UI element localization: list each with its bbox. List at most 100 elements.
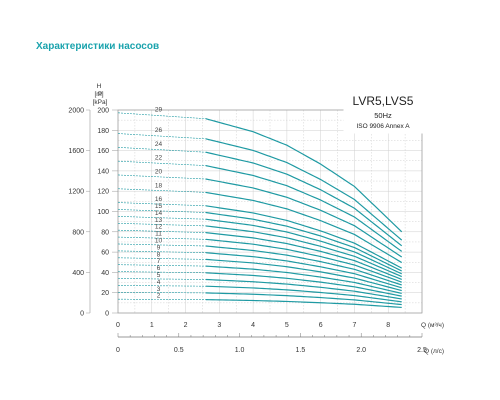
flow-ls-axis-label: Q (л/с) [424, 348, 444, 355]
flow-m3h-tick-label: 4 [251, 322, 255, 329]
stage-label: 14 [155, 210, 163, 217]
stage-label: 26 [155, 127, 163, 134]
flow-m3h-axis-label: Q (м³/ч) [421, 322, 444, 329]
curve-stage-29 [205, 118, 403, 233]
curve-stage-5-low [117, 278, 206, 280]
flow-ls-tick-label: 2.0 [356, 347, 366, 354]
page-heading: Характеристики насосов [36, 41, 160, 52]
curve-stage-11 [205, 238, 402, 283]
curve-stage-24-low [117, 147, 206, 153]
curve-stage-22 [205, 165, 403, 252]
curve-stage-13-low [117, 222, 206, 227]
flow-ls-tick-label: 1.5 [296, 347, 306, 354]
frequency-label: 50Hz [374, 111, 392, 120]
flow-m3h-tick-label: 7 [352, 322, 356, 329]
stage-label: 24 [155, 141, 163, 148]
flow-ls-tick-label: 0 [116, 347, 120, 354]
head-axis-label: H [97, 83, 102, 90]
stage-label: 2 [157, 293, 161, 300]
head-tick-label: 40 [101, 270, 109, 277]
head-tick-label: 80 [101, 229, 109, 236]
curve-stage-10-low [117, 243, 206, 247]
pressure-tick-label: 400 [72, 270, 84, 277]
curve-stage-26-low [117, 133, 206, 140]
curve-stage-2 [205, 299, 402, 309]
pressure-axis-label: P [98, 91, 102, 98]
curve-stage-7 [205, 265, 402, 294]
flow-m3h-tick-label: 5 [285, 322, 289, 329]
curve-stage-11-low [117, 236, 206, 240]
flow-m3h-tick-label: 8 [386, 322, 390, 329]
chart-axes: P [kPa] H [m] Q (м³/ч) Q (л/с) 020406080… [68, 83, 444, 355]
curve-stage-4-low [117, 285, 206, 287]
flow-m3h-tick-label: 3 [217, 322, 221, 329]
curve-stage-22-low [117, 160, 206, 166]
head-tick-label: 60 [101, 250, 109, 257]
head-tick-label: 0 [105, 311, 109, 318]
curve-stage-8 [205, 258, 402, 292]
pressure-tick-label: 2000 [68, 108, 84, 115]
stage-label: 10 [155, 237, 163, 244]
flow-ls-tick-label: 0.5 [174, 347, 184, 354]
curve-stage-13 [205, 225, 402, 278]
curve-stage-26 [205, 138, 403, 241]
curve-stage-6 [205, 272, 402, 297]
head-tick-label: 140 [97, 168, 109, 175]
stage-label: 11 [155, 231, 162, 238]
curve-stage-7-low [117, 264, 206, 267]
model-legend-box: LVR5,LVS5 50Hz ISO 9906 Annex A [343, 86, 423, 134]
curve-stage-6-low [117, 271, 206, 274]
flow-m3h-tick-label: 0 [116, 322, 120, 329]
curve-stage-3 [205, 292, 402, 306]
stage-label: 3 [157, 286, 161, 293]
stage-label: 6 [157, 265, 161, 272]
curve-stage-20 [205, 178, 403, 258]
flow-ls-tick-label: 2.5 [417, 347, 427, 354]
head-tick-label: 200 [97, 108, 109, 115]
standard-label: ISO 9906 Annex A [356, 123, 410, 130]
stage-label: 15 [155, 203, 163, 210]
curve-stage-8-low [117, 257, 206, 260]
model-name: LVR5,LVS5 [353, 94, 414, 108]
head-tick-label: 100 [97, 209, 109, 216]
stage-label: 16 [155, 196, 163, 203]
curve-stage-16 [205, 205, 403, 269]
pressure-axis-unit: [kPa] [93, 99, 108, 106]
stage-label: 12 [155, 224, 163, 231]
stage-label: 9 [157, 244, 161, 251]
stage-label: 20 [155, 168, 163, 175]
curve-stage-18-low [117, 188, 206, 193]
curve-stage-5 [205, 278, 402, 300]
stage-label: 18 [155, 182, 163, 189]
curve-stage-4 [205, 285, 402, 303]
pressure-tick-label: 800 [72, 229, 84, 236]
flow-m3h-tick-label: 6 [319, 322, 323, 329]
pressure-tick-label: 0 [80, 311, 84, 318]
pressure-tick-label: 1600 [68, 148, 84, 155]
curve-stage-3-low [117, 291, 206, 294]
curve-stage-16-low [117, 202, 206, 207]
stage-label: 22 [155, 155, 163, 162]
curve-stage-12 [205, 232, 402, 280]
curve-stage-20-low [117, 174, 206, 180]
head-tick-label: 160 [97, 148, 109, 155]
head-axis-unit: [m] [94, 91, 103, 98]
curve-stage-10 [205, 245, 402, 286]
pressure-tick-label: 1200 [68, 189, 84, 196]
curve-stage-12-low [117, 229, 206, 233]
curve-layer [117, 112, 403, 309]
curve-stage-14-low [117, 216, 206, 220]
stage-label: 29 [155, 106, 163, 113]
curve-stage-9 [205, 252, 402, 289]
head-tick-label: 120 [97, 189, 109, 196]
curve-stage-15-low [117, 209, 206, 213]
head-tick-label: 180 [97, 128, 109, 135]
stage-label: 4 [157, 279, 161, 286]
stage-label: 13 [155, 217, 163, 224]
head-tick-label: 20 [101, 290, 109, 297]
stage-label: 8 [157, 251, 161, 258]
curve-stage-15 [205, 211, 402, 272]
flow-m3h-tick-label: 2 [184, 322, 188, 329]
curve-stage-24 [205, 151, 403, 247]
